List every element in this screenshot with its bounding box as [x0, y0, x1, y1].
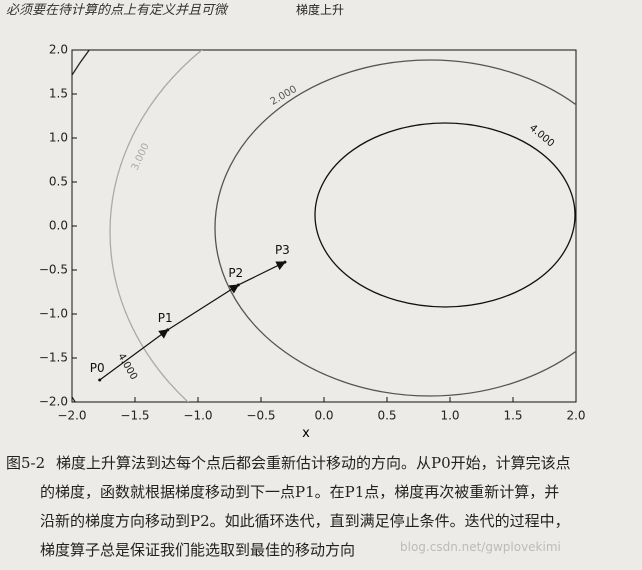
- contour-line: [314, 122, 576, 308]
- contour-label: 4.000: [527, 123, 556, 150]
- point: [98, 378, 102, 382]
- y-tick-label: −1.5: [39, 351, 68, 365]
- y-tick-label: 0.0: [49, 219, 68, 233]
- point: [166, 328, 170, 332]
- caption-line: 梯度上升算法到达每个点后都会重新估计移动的方向。从P0开始，计算完该点: [56, 454, 571, 472]
- point-label: P1: [158, 311, 173, 325]
- y-tick-label: −0.5: [39, 263, 68, 277]
- x-tick-label: −2.0: [57, 409, 86, 423]
- x-tick-label: 1.0: [440, 409, 459, 423]
- x-tick-label: 2.0: [566, 409, 585, 423]
- gradient-arrow: [238, 261, 287, 286]
- point-label: P2: [228, 266, 243, 280]
- y-tick-label: 2.0: [49, 43, 68, 57]
- point: [283, 260, 287, 264]
- chart: 必须要在待计算的点上有定义并且可微 梯度上升 x −2.0 −1.5 −1.0 −0.…: [6, 2, 586, 441]
- top-text: 必须要在待计算的点上有定义并且可微: [6, 2, 229, 18]
- y-tick-label: 1.0: [49, 131, 68, 145]
- caption-line: 梯度算子总是保证我们能选取到最佳的移动方向: [40, 541, 356, 559]
- gradient-arrow: [99, 329, 169, 381]
- x-axis-label: x: [302, 426, 310, 441]
- point-label: P0: [90, 361, 105, 375]
- point: [236, 283, 240, 287]
- x-tick-label: 0.0: [314, 409, 333, 423]
- x-tick-label: 1.5: [503, 409, 522, 423]
- contour-line: [109, 50, 203, 402]
- contour-label: 4.000: [115, 352, 139, 382]
- plot-frame: [71, 49, 577, 403]
- y-tick-label: −1.0: [39, 307, 68, 321]
- x-tick-label: −1.5: [120, 409, 149, 423]
- y-tick-label: 0.5: [49, 175, 68, 189]
- x-tick-label: −1.0: [183, 409, 212, 423]
- contour-label: 3.000: [130, 142, 152, 173]
- contour-line: [72, 50, 91, 402]
- figure-label: 图5-2: [6, 454, 46, 472]
- contour-line: [214, 59, 576, 397]
- chart-title: 梯度上升: [296, 2, 344, 17]
- point-label: P3: [275, 243, 290, 257]
- watermark: blog.csdn.net/gwplovekimi: [400, 540, 561, 554]
- x-tick-label: 0.5: [377, 409, 396, 423]
- x-tick-label: −0.5: [246, 409, 275, 423]
- caption-line: 沿新的梯度方向移动到P2。如此循环迭代，直到满足停止条件。迭代的过程中，: [40, 512, 570, 530]
- caption-line: 的梯度，函数就根据梯度移动到下一点P1。在P1点，梯度再次被重新计算，并: [40, 483, 560, 501]
- y-tick-label: −2.0: [39, 395, 68, 409]
- y-tick-label: 1.5: [49, 87, 68, 101]
- gradient-arrow: [167, 284, 240, 331]
